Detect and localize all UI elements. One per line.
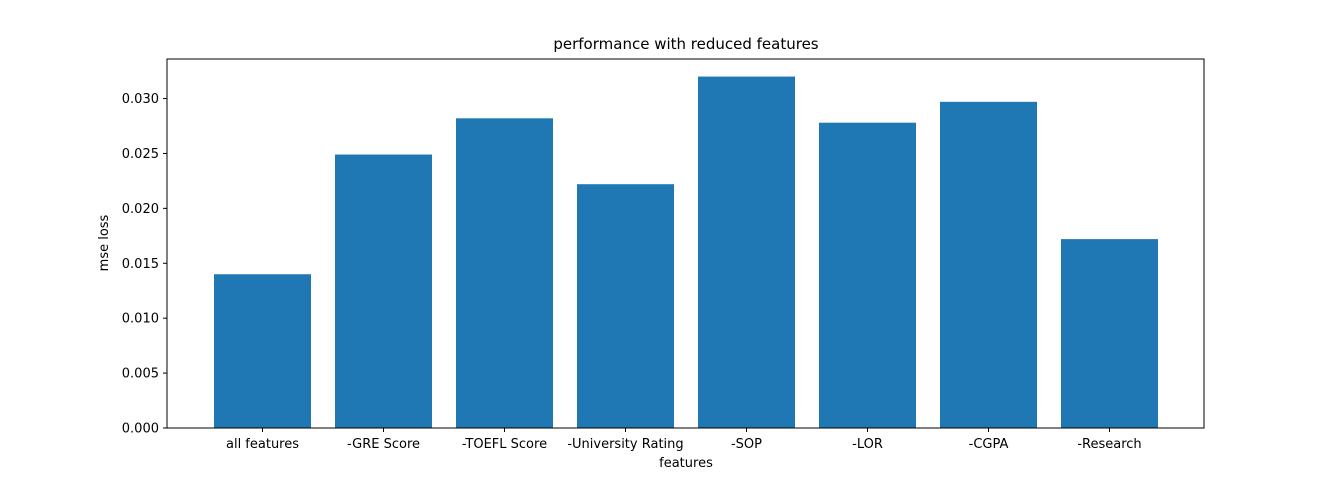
bar-5 xyxy=(698,76,795,429)
bars-layer xyxy=(214,76,1158,429)
bar-6 xyxy=(819,122,916,429)
y-tick-label: 0.005 xyxy=(122,367,159,382)
y-tick-label: 0.000 xyxy=(122,422,159,437)
y-tick-label: 0.025 xyxy=(122,147,159,162)
y-tick-label: 0.020 xyxy=(122,202,159,217)
plot-frame xyxy=(166,58,1205,429)
x-tick-label: -SOP xyxy=(731,437,762,452)
x-tick-label: all features xyxy=(226,437,299,452)
x-tick-label: -Research xyxy=(1077,437,1141,452)
y-tick-label: 0.010 xyxy=(122,312,159,327)
bar-1 xyxy=(214,274,311,428)
bar-4 xyxy=(577,184,674,428)
bar-8 xyxy=(1061,239,1158,428)
y-tick-label: 0.030 xyxy=(122,92,159,107)
bar-2 xyxy=(335,154,432,428)
y-axis: 0.000 0.005 0.010 0.015 0.020 0.025 0.030 xyxy=(122,92,167,437)
x-tick-label: -GRE Score xyxy=(347,437,420,452)
bar-3 xyxy=(456,118,553,428)
x-tick-label: -TOEFL Score xyxy=(462,437,547,452)
x-tick-label: -LOR xyxy=(852,437,883,452)
y-tick-label: 0.015 xyxy=(122,257,159,272)
x-tick-label: -CGPA xyxy=(969,437,1009,452)
x-tick-label: -University Rating xyxy=(567,437,683,452)
x-axis-label: features xyxy=(659,456,713,471)
bar-7 xyxy=(940,101,1037,429)
x-axis: all features -GRE Score -TOEFL Score -Unive… xyxy=(226,428,1142,452)
chart-title: performance with reduced features xyxy=(553,35,818,53)
y-axis-label: mse loss xyxy=(97,214,112,271)
